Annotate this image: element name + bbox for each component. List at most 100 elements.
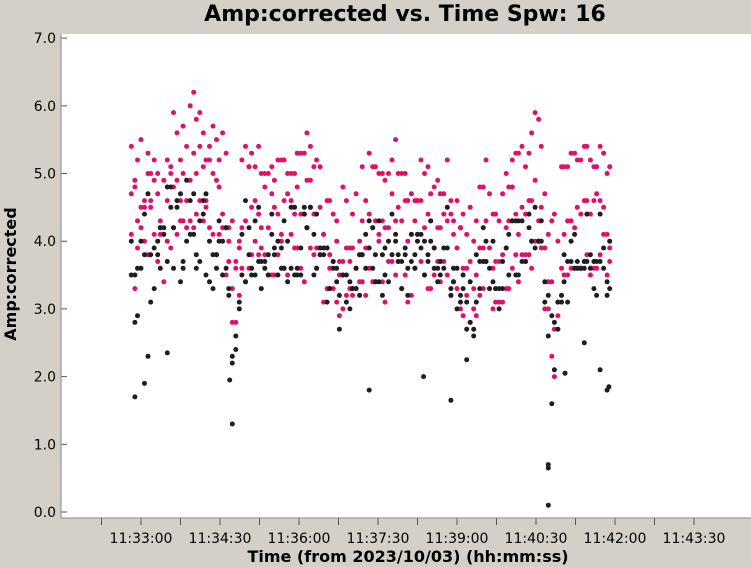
data-point xyxy=(353,265,359,271)
data-point xyxy=(471,306,477,312)
data-point xyxy=(477,184,483,190)
x-tick-label: 11:36:00 xyxy=(268,531,331,547)
data-point xyxy=(545,465,551,471)
y-tick-label: 7.0 xyxy=(34,31,56,47)
data-point xyxy=(269,231,275,237)
data-point xyxy=(366,150,372,156)
data-point xyxy=(431,245,437,251)
data-point xyxy=(376,171,382,176)
data-point xyxy=(451,265,456,271)
data-point xyxy=(343,272,349,278)
data-point xyxy=(437,272,443,278)
data-point xyxy=(288,171,294,176)
data-point xyxy=(536,116,542,122)
data-point xyxy=(164,198,170,204)
data-point xyxy=(265,171,271,176)
data-point xyxy=(142,211,147,217)
data-point xyxy=(513,252,519,258)
data-point xyxy=(529,265,535,271)
data-point xyxy=(243,218,248,224)
data-point xyxy=(275,211,281,217)
data-point xyxy=(565,299,571,305)
data-point xyxy=(271,252,277,258)
data-point xyxy=(285,171,291,176)
data-point xyxy=(551,367,557,373)
data-point xyxy=(343,198,349,204)
data-point xyxy=(148,299,154,305)
data-point xyxy=(229,218,235,224)
data-point xyxy=(515,231,521,237)
data-point xyxy=(464,292,470,298)
data-point xyxy=(490,306,496,312)
data-point xyxy=(584,259,590,264)
data-point xyxy=(174,130,180,136)
data-point xyxy=(379,279,385,285)
data-point xyxy=(506,231,512,237)
data-point xyxy=(311,231,317,237)
data-point xyxy=(425,259,431,264)
data-point xyxy=(487,191,492,197)
data-point xyxy=(281,265,287,271)
data-point xyxy=(350,286,355,292)
data-point xyxy=(145,191,151,197)
data-point xyxy=(529,238,535,244)
data-point xyxy=(252,238,258,244)
data-point xyxy=(542,279,548,285)
data-point xyxy=(151,177,157,183)
data-point xyxy=(460,286,466,292)
data-point xyxy=(252,272,258,278)
data-point xyxy=(431,184,437,190)
data-point xyxy=(324,245,330,251)
data-point xyxy=(157,265,163,271)
data-point xyxy=(307,204,313,210)
data-point xyxy=(132,286,138,292)
series-correlation-1 xyxy=(128,89,613,380)
data-point xyxy=(203,204,209,210)
data-point xyxy=(168,184,174,190)
data-point xyxy=(379,292,385,298)
data-point xyxy=(444,204,450,210)
data-point xyxy=(418,245,424,251)
data-point xyxy=(220,225,226,231)
data-point xyxy=(340,306,346,312)
data-point xyxy=(538,245,544,251)
data-point xyxy=(490,265,496,271)
data-point xyxy=(220,238,226,244)
data-point xyxy=(568,238,574,244)
data-point xyxy=(155,259,161,264)
y-tick-label: 2.0 xyxy=(34,370,56,386)
data-point xyxy=(226,286,232,292)
data-point xyxy=(604,231,610,237)
data-point xyxy=(559,292,564,298)
data-point xyxy=(200,130,206,136)
data-point xyxy=(336,259,342,264)
data-point xyxy=(587,211,593,217)
data-point xyxy=(587,252,593,258)
data-point xyxy=(171,110,176,116)
data-point xyxy=(191,150,197,156)
data-point xyxy=(587,157,593,163)
data-point xyxy=(292,171,298,176)
data-point xyxy=(187,177,193,183)
data-point xyxy=(519,252,525,258)
data-point xyxy=(503,225,509,231)
x-tick-label: 11:40:30 xyxy=(505,531,568,547)
data-point xyxy=(191,231,197,237)
data-point xyxy=(428,238,434,244)
data-point xyxy=(249,272,255,278)
data-point xyxy=(460,265,466,271)
data-point xyxy=(229,353,235,359)
data-point xyxy=(233,319,239,325)
data-point xyxy=(565,218,571,224)
data-point xyxy=(203,272,209,278)
data-point xyxy=(128,143,134,149)
data-point xyxy=(275,157,281,163)
data-point xyxy=(347,306,353,312)
x-tick-label: 11:43:30 xyxy=(663,531,726,547)
data-point xyxy=(515,218,521,224)
data-point xyxy=(278,238,284,244)
data-point xyxy=(418,157,424,163)
data-point xyxy=(258,245,264,251)
data-point xyxy=(386,171,391,176)
data-point xyxy=(487,245,492,251)
